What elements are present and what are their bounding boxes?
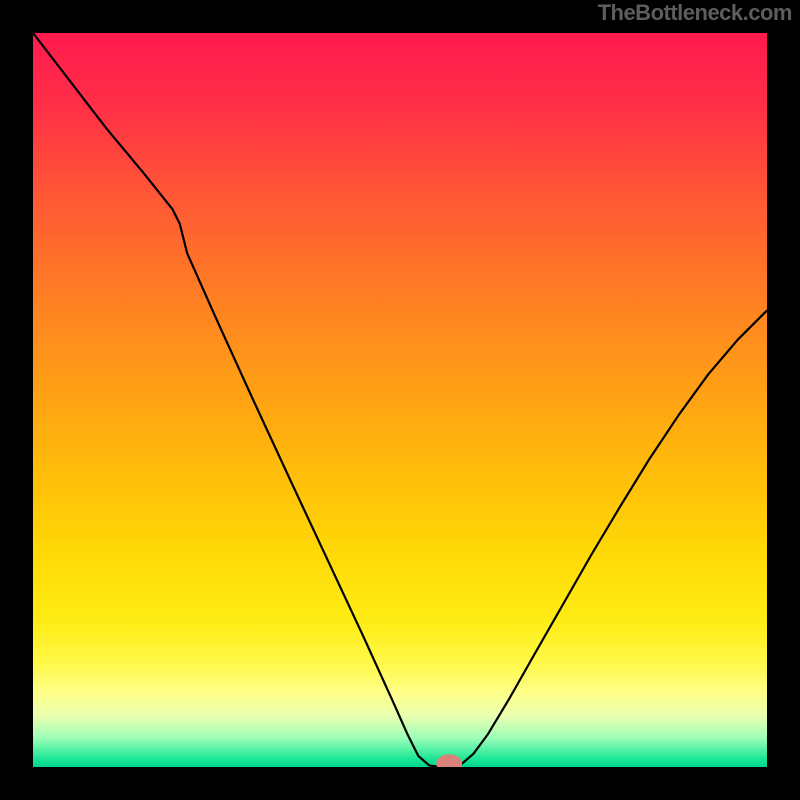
gradient-background [33, 33, 767, 767]
chart-frame [33, 33, 767, 767]
plot-svg [33, 33, 767, 767]
watermark-text: TheBottleneck.com [598, 0, 792, 26]
